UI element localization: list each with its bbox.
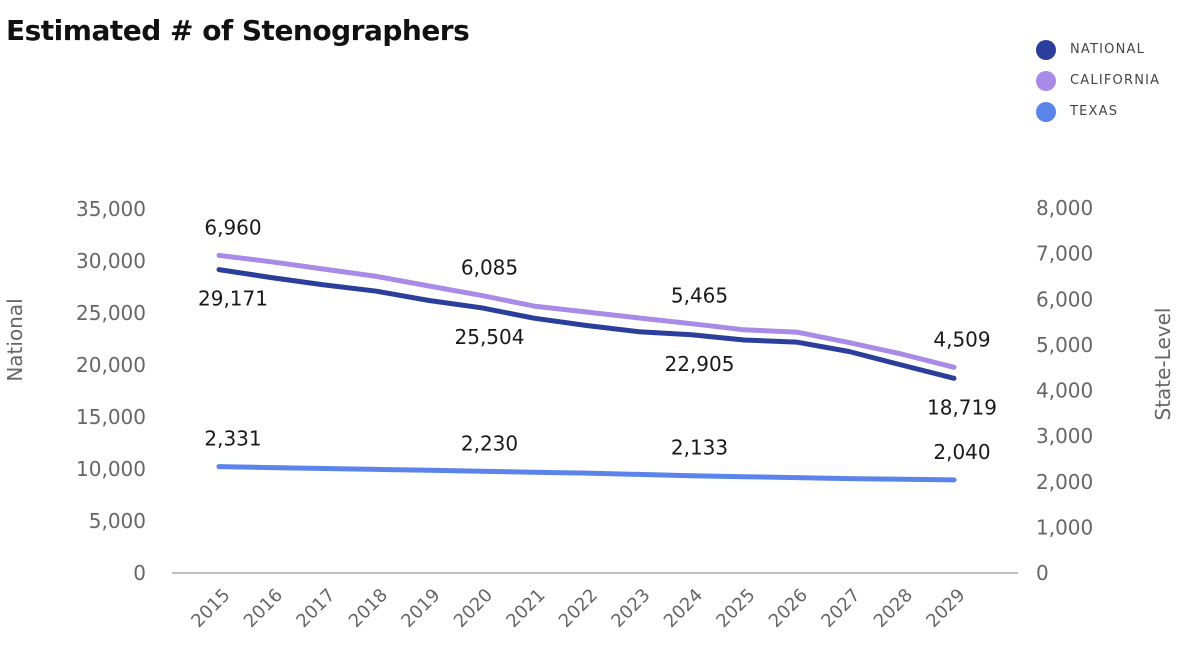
y-right-tick-label: 5,000 — [1036, 333, 1093, 357]
series-line-national — [216, 267, 957, 381]
x-tick-label: 2026 — [765, 585, 812, 632]
legend-swatch-texas — [1036, 101, 1056, 122]
x-tick-label: 2027 — [817, 585, 864, 632]
x-tick-label: 2029 — [922, 585, 969, 632]
x-tick-label: 2024 — [660, 585, 707, 632]
y-left-axis-title: National — [3, 298, 27, 381]
legend-item-texas: TEXAS — [1036, 96, 1160, 127]
x-tick-label: 2023 — [607, 585, 654, 632]
data-label-texas: 2,230 — [461, 431, 518, 455]
data-label-national: 22,905 — [665, 352, 735, 376]
data-label-texas: 2,040 — [933, 440, 990, 464]
legend-item-national: NATIONAL — [1036, 34, 1160, 65]
data-label-california: 6,085 — [461, 255, 518, 279]
y-right-tick-label: 8,000 — [1036, 196, 1093, 220]
x-tick-label: 2028 — [870, 585, 917, 632]
data-label-national: 25,504 — [455, 325, 525, 349]
x-tick-label: 2017 — [292, 585, 339, 632]
data-label-texas: 2,133 — [671, 436, 728, 460]
legend: NATIONAL CALIFORNIA TEXAS — [1036, 34, 1160, 127]
y-right-tick-label: 1,000 — [1036, 515, 1093, 539]
y-right-tick-label: 6,000 — [1036, 287, 1093, 311]
y-right-axis-title: State-Level — [1151, 308, 1175, 421]
y-right-tick-label: 4,000 — [1036, 379, 1093, 403]
y-left-tick-label: 25,000 — [76, 301, 146, 325]
data-label-california: 5,465 — [671, 284, 728, 308]
legend-item-california: CALIFORNIA — [1036, 65, 1160, 96]
legend-label-california: CALIFORNIA — [1070, 73, 1161, 88]
y-left-tick-label: 35,000 — [76, 197, 146, 221]
legend-swatch-national — [1036, 39, 1056, 60]
y-right-tick-label: 3,000 — [1036, 424, 1093, 448]
data-label-texas: 2,331 — [204, 427, 261, 451]
y-right-tick-label: 2,000 — [1036, 470, 1093, 494]
legend-swatch-california — [1036, 70, 1056, 91]
x-tick-label: 2021 — [502, 585, 549, 632]
data-label-national: 29,171 — [198, 287, 268, 311]
x-tick-label: 2022 — [555, 585, 602, 632]
legend-label-national: NATIONAL — [1070, 42, 1146, 57]
data-label-california: 4,509 — [933, 327, 990, 351]
y-right-tick-label: 7,000 — [1036, 242, 1093, 266]
x-tick-label: 2018 — [345, 585, 392, 632]
y-left-tick-label: 15,000 — [76, 405, 146, 429]
y-left-tick-label: 0 — [133, 561, 146, 585]
x-tick-label: 2025 — [712, 585, 759, 632]
y-right-tick-label: 0 — [1036, 561, 1049, 585]
x-tick-label: 2015 — [187, 585, 234, 632]
series-line-texas — [216, 464, 957, 483]
series-line-california — [216, 252, 957, 370]
y-left-tick-label: 30,000 — [76, 249, 146, 273]
y-left-tick-label: 20,000 — [76, 353, 146, 377]
y-left-tick-label: 10,000 — [76, 457, 146, 481]
data-label-national: 18,719 — [927, 395, 997, 419]
x-tick-label: 2020 — [450, 585, 497, 632]
legend-label-texas: TEXAS — [1070, 104, 1119, 119]
chart-title: Estimated # of Stenographers — [6, 14, 470, 47]
y-left-tick-label: 5,000 — [89, 509, 146, 533]
data-label-california: 6,960 — [204, 215, 261, 239]
x-tick-label: 2019 — [397, 585, 444, 632]
x-tick-label: 2016 — [240, 585, 287, 632]
